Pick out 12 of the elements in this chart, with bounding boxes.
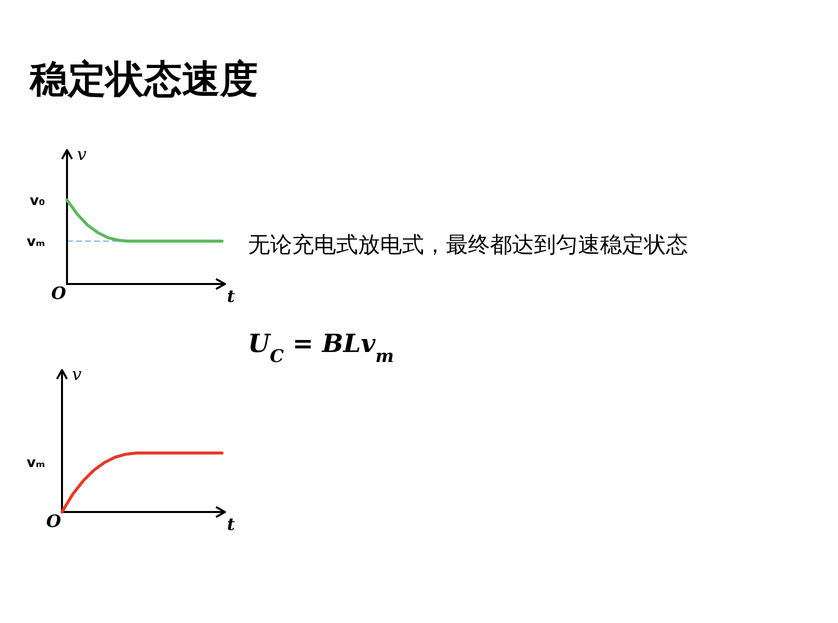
text: 无论充电式放电式，最终都达到匀速稳定状态	[248, 233, 688, 258]
y-axis-title: v	[72, 365, 82, 385]
text: v₀	[30, 193, 45, 209]
text: vₘ	[26, 455, 45, 471]
x-axis-title: t	[227, 515, 235, 535]
annotation: O	[46, 512, 62, 532]
y-axis-title: v	[77, 145, 87, 165]
ref-line-label: vₘ	[26, 234, 45, 250]
text: U$_{C}$ = BLv$_{m}$	[248, 329, 394, 367]
text: O	[51, 284, 66, 304]
text: 稳定状态速度	[29, 57, 258, 101]
x-axis-title: t	[227, 287, 235, 307]
